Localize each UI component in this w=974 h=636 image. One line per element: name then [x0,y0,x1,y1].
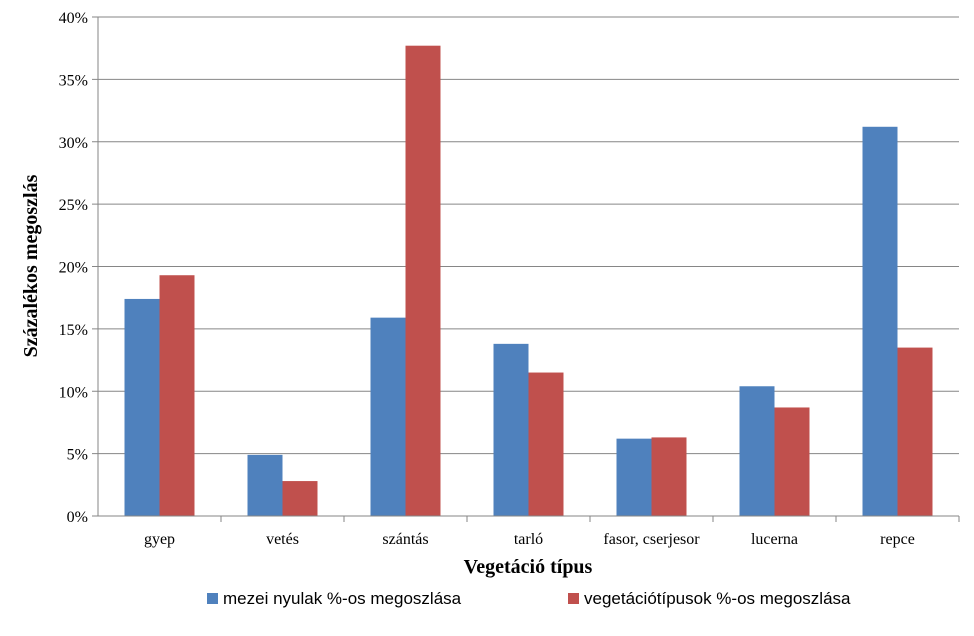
bar-vegetation [405,45,441,516]
x-tick-label: gyep [144,531,175,548]
bar-hare [616,438,652,516]
y-tick-label: 25% [59,197,88,214]
bar-hare [370,317,406,516]
x-tick-label: lucerna [751,531,798,548]
x-tick-label: fasor, cserjesor [603,531,700,548]
legend-label: vegetációtípusok %-os megoszlása [584,589,851,608]
bar-hare [493,343,529,516]
bar-vegetation [897,347,933,516]
x-axis-title: Vegetáció típus [464,556,593,578]
y-tick-label: 0% [67,509,88,526]
gridlines [92,16,960,522]
y-tick-label: 5% [67,447,88,464]
legend-swatch [568,593,579,604]
y-tick-label: 20% [59,260,88,277]
y-tick-label: 15% [59,322,88,339]
legend-label: mezei nyulak %-os megoszlása [223,589,462,608]
axes [97,17,959,517]
legend: mezei nyulak %-os megoszlása vegetációtíp… [207,589,851,608]
y-tick-labels: 0% 5% 10% 15% 20% 25% 30% 35% 40% [59,10,88,526]
y-tick-label: 35% [59,72,88,89]
x-tick-label: szántás [382,531,428,548]
bar-vegetation [159,275,195,516]
y-axis-title: Százalékos megoszlás [20,174,42,357]
bar-hare [862,126,898,516]
bar-vegetation [774,407,810,516]
bar-hare [247,454,283,516]
bar-vegetation [282,481,318,516]
x-tick-label: vetés [266,531,299,548]
bar-vegetation [651,437,687,516]
bar-hare [124,298,160,516]
x-tick-labels: gyep vetés szántás tarló fasor, cserjesor luc… [144,531,915,548]
y-tick-label: 10% [59,384,88,401]
x-tick-label: tarló [514,531,543,548]
legend-swatch [207,593,218,604]
y-tick-label: 30% [59,135,88,152]
bar-vegetation [528,372,564,516]
x-tick-label: repce [880,531,915,548]
y-tick-label: 40% [59,10,88,27]
bars [124,45,933,516]
bar-hare [739,386,775,516]
